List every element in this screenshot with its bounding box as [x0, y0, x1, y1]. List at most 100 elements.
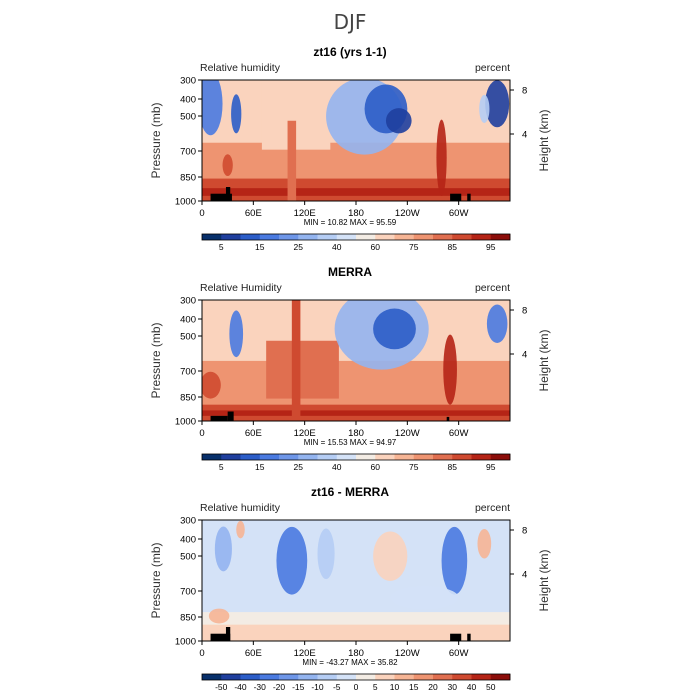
height-tick-label: 8 [522, 86, 527, 97]
heatmap-region [436, 119, 447, 196]
colorbar-swatch [279, 674, 299, 680]
min-max-stats: MIN = 10.82 MAX = 95.59 [304, 218, 397, 227]
units-label: percent [475, 502, 510, 514]
y-tick-label: 500 [180, 552, 196, 563]
heatmap-region [373, 308, 416, 350]
y-tick-label: 1000 [175, 637, 196, 648]
units-label: percent [475, 282, 510, 294]
height-tick-label: 8 [522, 306, 527, 317]
y-tick-label: 1000 [175, 197, 196, 208]
colorbar-swatch [490, 234, 511, 240]
terrain-mask [225, 187, 231, 201]
min-max-stats: MIN = -43.27 MAX = 35.82 [302, 658, 398, 667]
y-axis-label-right: Height (km) [537, 549, 551, 611]
colorbar-label: 40 [467, 682, 477, 692]
x-tick-label: 0 [199, 428, 204, 439]
colorbar-swatch [240, 674, 261, 680]
heatmap-region [441, 526, 468, 595]
x-tick-label: 120E [294, 648, 316, 659]
height-tick-label: 4 [522, 130, 527, 141]
heatmap-region [202, 80, 223, 136]
x-tick-label: 60W [449, 648, 469, 659]
x-tick-label: 60W [449, 208, 469, 219]
colorbar-swatch [394, 234, 415, 240]
colorbar-swatch [259, 674, 280, 680]
colorbar-label: 85 [448, 242, 458, 252]
colorbar-swatch [279, 234, 299, 240]
colorbar-swatch [452, 454, 472, 460]
colorbar-swatch [317, 454, 338, 460]
colorbar-frame [201, 673, 511, 681]
terrain-mask [467, 633, 471, 641]
colorbar-label: 0 [354, 682, 359, 692]
terrain-mask [446, 416, 450, 421]
colorbar-swatch [471, 674, 492, 680]
colorbar-label: -40 [234, 682, 247, 692]
heatmap-region [390, 586, 459, 610]
y-tick-label: 500 [180, 112, 196, 123]
terrain-mask [210, 415, 228, 421]
colorbar-swatch [336, 454, 357, 460]
colorbar-label: 75 [409, 242, 419, 252]
colorbar-label: 85 [448, 462, 458, 472]
colorbar-swatch [452, 234, 472, 240]
colorbar-label: 5 [373, 682, 378, 692]
heatmap-region [214, 526, 232, 572]
y-tick-label: 850 [180, 613, 196, 624]
colorbar-frame [201, 453, 511, 461]
colorbar-swatch [298, 674, 318, 680]
colorbar-swatch [433, 454, 453, 460]
colorbar-swatch [413, 674, 434, 680]
variable-label: Relative humidity [200, 502, 281, 514]
y-tick-label: 850 [180, 173, 196, 184]
colorbar-label: 40 [332, 462, 342, 472]
heatmap-region [229, 310, 244, 358]
colorbar-swatch [240, 454, 261, 460]
y-tick-label: 700 [180, 367, 196, 378]
y-tick-label: 400 [180, 535, 196, 546]
colorbar-label: -50 [215, 682, 228, 692]
heatmap-region [486, 304, 508, 343]
colorbar-label: -20 [273, 682, 286, 692]
colorbar-label: 40 [332, 242, 342, 252]
heatmap-field [202, 80, 510, 201]
colorbar-label: 50 [486, 682, 496, 692]
colorbar-swatch [298, 454, 318, 460]
colorbar-label: 15 [255, 242, 265, 252]
colorbar-swatch [202, 454, 222, 460]
x-tick-label: 0 [199, 208, 204, 219]
x-tick-label: 60E [245, 208, 262, 219]
colorbar-label: 60 [371, 242, 381, 252]
heatmap-band [287, 120, 297, 201]
colorbar-swatch [375, 234, 395, 240]
colorbar-label: -30 [254, 682, 267, 692]
x-tick-label: 180 [348, 648, 364, 659]
x-tick-label: 180 [348, 208, 364, 219]
colorbar-label: 25 [294, 462, 304, 472]
colorbar-swatch [356, 674, 376, 680]
x-tick-label: 120E [294, 428, 316, 439]
x-tick-label: 60W [449, 428, 469, 439]
heatmap-band [202, 188, 510, 196]
heatmap-band [202, 410, 510, 416]
variable-label: Relative Humidity [200, 282, 282, 294]
heatmap-band [266, 340, 339, 399]
colorbar-swatch [394, 454, 415, 460]
units-label: percent [475, 62, 510, 74]
colorbar-swatch [471, 234, 492, 240]
colorbar-label: 30 [448, 682, 458, 692]
height-tick-label: 8 [522, 526, 527, 537]
y-axis-label-right: Height (km) [537, 109, 551, 171]
x-tick-label: 180 [348, 428, 364, 439]
heatmap-region [479, 94, 490, 123]
colorbar-swatch [375, 674, 395, 680]
colorbar-swatch [433, 234, 453, 240]
terrain-mask [210, 193, 232, 201]
y-tick-label: 400 [180, 95, 196, 106]
colorbar-label: 95 [486, 462, 496, 472]
terrain-mask [210, 633, 231, 641]
x-tick-label: 120E [294, 208, 316, 219]
colorbar-label: 60 [371, 462, 381, 472]
